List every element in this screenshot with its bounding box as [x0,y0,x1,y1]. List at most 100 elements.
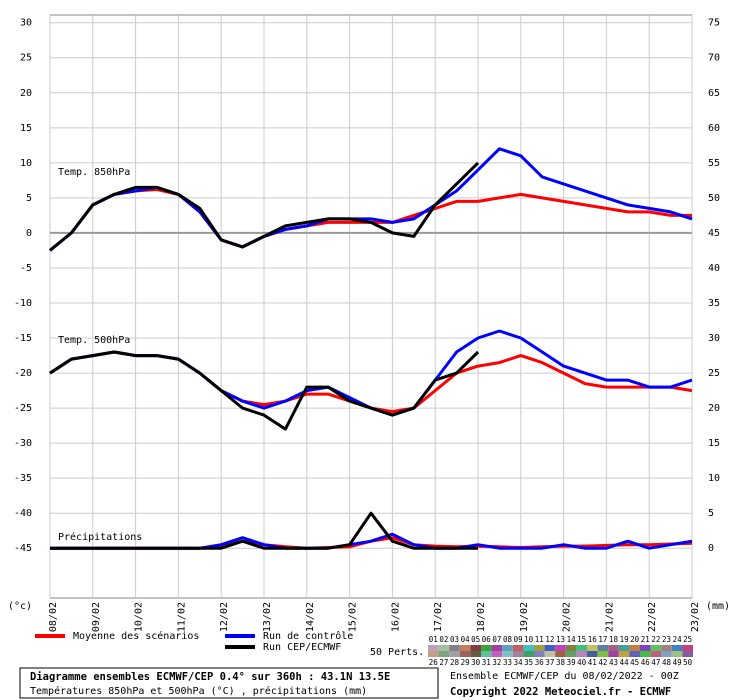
subtitle: Températures 850hPa et 500hPa (°C) , pré… [30,685,367,697]
pert-label: 27 [439,658,448,667]
pert-label: 15 [577,635,586,644]
pert-label: 31 [482,658,491,667]
pert-label: 23 [662,635,671,644]
pert-label: 44 [620,658,630,667]
y-tick-label: 20 [20,88,32,99]
pert-swatch [608,645,619,651]
pert-label: 22 [651,635,660,644]
pert-label: 05 [471,635,480,644]
y-tick-label: -5 [20,263,32,274]
pert-swatch [544,651,556,657]
pert-swatch [459,651,471,657]
pert-label: 46 [641,658,651,667]
y2-tick-label: 30 [708,333,720,344]
y2-tick-label: 15 [708,438,720,449]
pert-swatch [491,651,503,657]
x-tick-label: 22/02 [647,602,658,632]
info-box [19,667,439,699]
pert-swatch [576,645,587,651]
pert-swatch [661,645,672,651]
pert-label: 25 [683,635,692,644]
panel-label: Précipitations [58,531,142,543]
pert-swatch [555,651,566,657]
pert-swatch [682,645,693,651]
panel-label: Temp. 500hPa [58,335,130,346]
pert-swatch [640,645,651,651]
y2-tick-label: 75 [708,18,720,29]
panel-label: Temp. 850hPa [58,167,130,178]
y2-tick-label: 25 [708,368,720,379]
plot-frame [49,14,693,599]
pert-label: 02 [439,635,448,644]
pert-swatch [449,651,460,657]
pert-swatch [671,645,683,651]
y-axis-label: (°c) [8,601,32,612]
y-tick-label: 25 [20,53,32,64]
pert-label: 18 [609,635,619,644]
y-tick-label: -10 [14,298,32,309]
y2-tick-label: 55 [708,158,720,169]
pert-label: 36 [535,658,545,667]
pert-swatch [534,651,545,657]
y-tick-label: 30 [20,18,32,29]
pert-swatch [618,645,630,651]
pert-label: 14 [567,635,577,644]
pert-swatch [502,645,513,651]
x-tick-label: 12/02 [219,602,230,632]
y2-tick-label: 70 [708,53,720,64]
series-line [49,350,480,431]
pert-swatch [565,651,577,657]
pert-swatch [640,651,651,657]
pert-swatch [608,651,619,657]
x-tick-label: 16/02 [390,602,401,632]
pert-swatch [597,645,609,651]
pert-label: 33 [503,658,512,667]
perts-label: 50 Perts. [370,647,424,658]
pert-label: 20 [630,635,640,644]
pert-label: 37 [545,658,554,667]
pert-label: 19 [620,635,629,644]
pert-label: 16 [588,635,598,644]
x-tick-label: 13/02 [262,602,273,632]
pert-label: 38 [556,658,566,667]
pert-label: 29 [461,658,470,667]
pert-swatch [512,645,524,651]
pert-swatch [534,645,545,651]
x-tick-label: 09/02 [91,602,102,632]
legend-label: Run de contrôle [263,630,353,642]
pert-label: 39 [567,658,576,667]
pert-swatch [576,651,587,657]
title: Diagramme ensembles ECMWF/CEP 0.4° sur 3… [30,671,390,683]
y-tick-label: 5 [26,193,32,204]
pert-swatch [502,651,513,657]
pert-swatch [629,651,640,657]
pert-swatch [650,645,662,651]
pert-swatch [481,645,492,651]
y2-tick-label: 40 [708,263,720,274]
pert-swatch [682,651,693,657]
pert-label: 32 [492,658,501,667]
pert-label: 04 [461,635,471,644]
y2-tick-label: 45 [708,228,720,239]
pert-swatch [555,645,566,651]
x-tick-label: 19/02 [519,602,530,632]
pert-label: 03 [450,635,459,644]
x-tick-label: 14/02 [305,602,316,632]
y-tick-label: 15 [20,123,32,134]
y-tick-label: 10 [20,158,32,169]
pert-swatch [512,651,524,657]
x-tick-label: 18/02 [476,602,487,632]
pert-label: 24 [673,635,683,644]
pert-label: 43 [609,658,618,667]
y2-tick-label: 65 [708,88,720,99]
pert-swatch [438,651,450,657]
pert-label: 40 [577,658,587,667]
pert-swatch [565,645,577,651]
pert-label: 21 [641,635,650,644]
pert-swatch [629,645,640,651]
y-tick-label: -25 [14,403,32,414]
pert-label: 13 [556,635,565,644]
pert-swatch [470,645,481,651]
pert-swatch [587,651,598,657]
pert-label: 08 [503,635,513,644]
